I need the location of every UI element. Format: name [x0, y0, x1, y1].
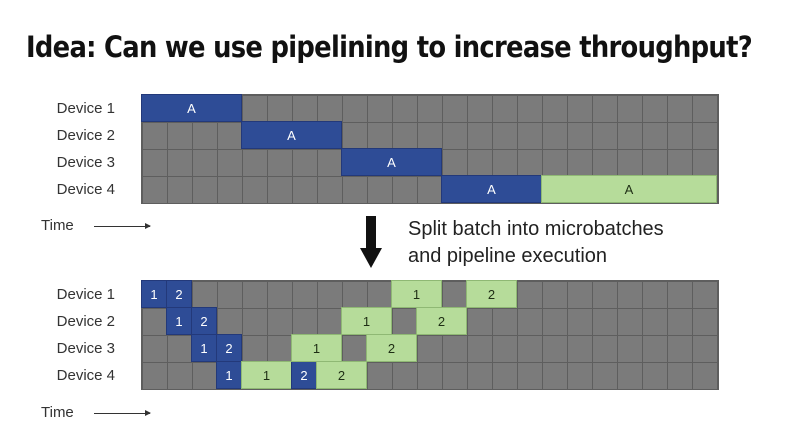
device-label: Device 3	[56, 154, 115, 171]
split-caption-line1: Split batch into microbatches	[408, 218, 664, 240]
forward-block: 1	[216, 361, 242, 389]
forward-block: 1	[166, 307, 192, 335]
forward-block: 1	[191, 334, 217, 362]
forward-block: 2	[291, 361, 317, 389]
backward-block: 1	[241, 361, 292, 389]
time-arrow-icon	[94, 223, 151, 229]
forward-block: 2	[216, 334, 242, 362]
time-arrow-icon	[94, 410, 151, 416]
backward-block: 2	[466, 280, 517, 308]
device-label: Device 3	[56, 340, 115, 357]
forward-block: A	[441, 175, 542, 203]
forward-block: 2	[191, 307, 217, 335]
time-axis-label: Time	[41, 404, 74, 421]
backward-block: A	[541, 175, 717, 203]
forward-block: A	[341, 148, 442, 176]
forward-block: 1	[141, 280, 167, 308]
split-caption: Split batch into microbatches and pipeli…	[408, 216, 664, 270]
device-label: Device 2	[56, 313, 115, 330]
forward-block: A	[141, 94, 242, 122]
backward-block: 1	[391, 280, 442, 308]
device-label: Device 1	[56, 100, 115, 117]
forward-block: A	[241, 121, 342, 149]
slide-title: Idea: Can we use pipelining to increase …	[26, 30, 753, 64]
backward-block: 1	[341, 307, 392, 335]
backward-block: 2	[366, 334, 417, 362]
backward-block: 2	[316, 361, 367, 389]
split-caption-line2: and pipeline execution	[408, 245, 608, 267]
forward-block: 2	[166, 280, 192, 308]
device-label: Device 2	[56, 127, 115, 144]
device-label: Device 4	[56, 367, 115, 384]
backward-block: 1	[291, 334, 342, 362]
backward-block: 2	[416, 307, 467, 335]
device-label: Device 1	[56, 286, 115, 303]
time-axis-label: Time	[41, 217, 74, 234]
down-arrow-icon	[360, 216, 382, 270]
device-label: Device 4	[56, 181, 115, 198]
